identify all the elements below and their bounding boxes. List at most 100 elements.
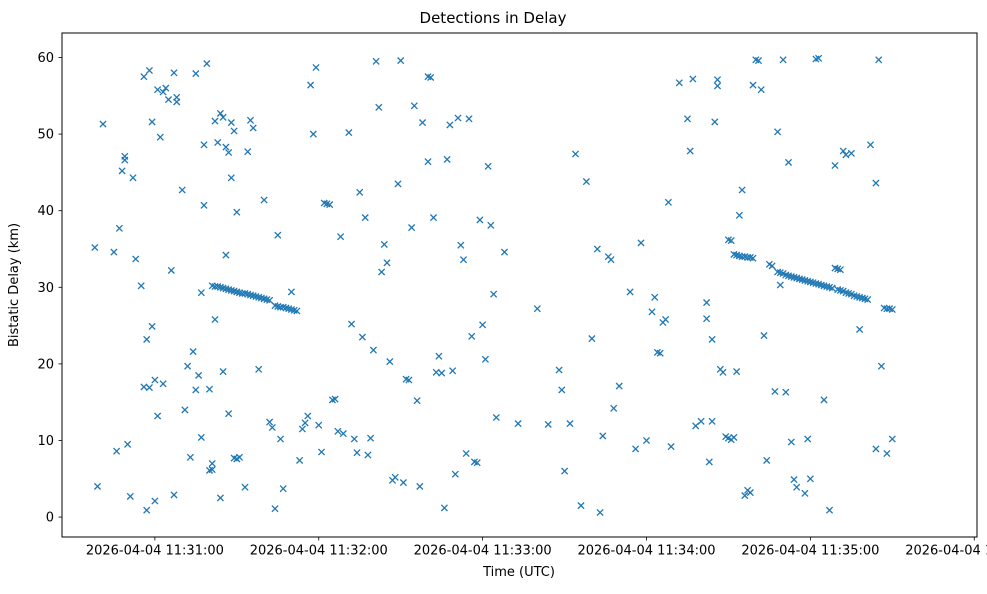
scatter-marker	[648, 308, 656, 316]
scatter-marker	[145, 66, 153, 75]
scatter-marker	[872, 179, 880, 187]
scatter-marker	[804, 435, 812, 443]
scatter-marker	[651, 293, 659, 301]
scatter-marker	[571, 150, 580, 158]
scatter-marker	[244, 148, 252, 156]
scatter-marker	[533, 305, 541, 313]
scatter-marker	[192, 386, 200, 394]
scatter-marker	[686, 147, 694, 155]
scatter-marker	[140, 383, 148, 391]
scatter-marker	[793, 483, 801, 491]
scatter-marker	[266, 296, 274, 304]
scatter-marker	[883, 305, 891, 313]
scatter-marker	[170, 69, 178, 77]
scatter-marker	[683, 115, 692, 123]
scatter-marker	[271, 505, 279, 513]
scatter-marker	[246, 116, 255, 124]
scatter-marker	[380, 240, 388, 248]
scatter-marker	[309, 130, 317, 138]
scatter-marker	[118, 167, 126, 175]
scatter-marker	[856, 325, 864, 333]
scatter-marker	[154, 86, 162, 94]
scatter-marker	[276, 435, 285, 443]
scatter-marker	[227, 174, 235, 182]
scatter-marker	[632, 445, 640, 453]
scatter-marker	[260, 196, 268, 204]
scatter-marker	[607, 256, 615, 264]
scatter-marker	[151, 376, 159, 384]
scatter-marker	[312, 63, 320, 72]
scatter-marker	[875, 56, 883, 64]
scatter-marker	[877, 362, 885, 370]
scatter-marker	[399, 479, 407, 487]
scatter-marker	[115, 224, 123, 232]
scatter-marker	[326, 201, 334, 209]
scatter-marker	[443, 155, 451, 163]
scatter-marker	[197, 289, 205, 297]
data-points	[91, 54, 896, 517]
scatter-marker	[276, 303, 285, 311]
scatter-marker	[492, 413, 500, 422]
scatter-marker	[719, 368, 727, 376]
x-axis-label: Time (UTC)	[482, 565, 555, 580]
scatter-marker	[703, 315, 711, 323]
scatter-marker	[866, 141, 875, 149]
scatter-marker	[610, 404, 618, 412]
scatter-marker	[749, 254, 757, 262]
scatter-marker	[432, 368, 440, 376]
scatter-marker	[110, 248, 118, 256]
scatter-marker	[358, 333, 366, 341]
scatter-marker	[255, 365, 263, 373]
scatter-marker	[347, 320, 356, 328]
scatter-marker	[776, 281, 784, 289]
scatter-marker	[241, 483, 249, 491]
scatter-marker	[888, 435, 896, 443]
scatter-marker	[738, 186, 746, 194]
scatter-marker	[369, 346, 377, 354]
scatter-marker	[599, 432, 607, 440]
scatter-marker	[268, 423, 276, 432]
scatter-marker	[828, 284, 836, 292]
y-tick-label: 20	[37, 357, 54, 372]
scatter-marker	[184, 362, 192, 370]
scatter-marker	[225, 410, 233, 418]
x-axis-ticks: 2026-04-04 11:31:00 2026-04-04 11:32:00 20…	[86, 537, 987, 559]
scatter-marker	[126, 492, 134, 500]
y-tick-label: 50	[37, 128, 54, 143]
scatter-marker	[219, 113, 227, 121]
scatter-marker	[410, 102, 418, 110]
scatter-marker	[416, 482, 424, 490]
scatter-marker	[386, 358, 394, 366]
scatter-marker	[888, 305, 896, 314]
scatter-marker	[744, 253, 752, 261]
scatter-marker	[375, 103, 383, 111]
scatter-marker	[462, 449, 470, 458]
scatter-marker	[593, 245, 601, 253]
scatter-marker	[274, 231, 282, 239]
scatter-marker	[93, 482, 102, 490]
scatter-marker	[287, 288, 295, 296]
scatter-marker	[741, 492, 749, 500]
scatter-marker	[473, 459, 481, 467]
scatter-marker	[596, 508, 604, 517]
scatter-marker	[847, 149, 855, 157]
scatter-marker	[151, 497, 159, 505]
scatter-marker	[561, 467, 569, 475]
scatter-marker	[754, 57, 763, 65]
scatter-marker	[337, 233, 345, 241]
scatter-marker	[317, 448, 326, 456]
scatter-marker	[713, 82, 722, 90]
scatter-marker	[836, 266, 844, 274]
scatter-marker	[555, 366, 563, 374]
scatter-marker	[230, 127, 238, 135]
scatter-marker	[208, 466, 216, 474]
scatter-marker	[839, 147, 847, 155]
scatter-marker	[711, 118, 719, 126]
scatter-marker	[675, 79, 683, 87]
scatter-marker	[394, 180, 402, 188]
scatter-marker	[173, 93, 181, 101]
scatter-marker	[558, 386, 566, 394]
scatter-marker	[784, 158, 793, 166]
scatter-marker	[708, 335, 716, 343]
